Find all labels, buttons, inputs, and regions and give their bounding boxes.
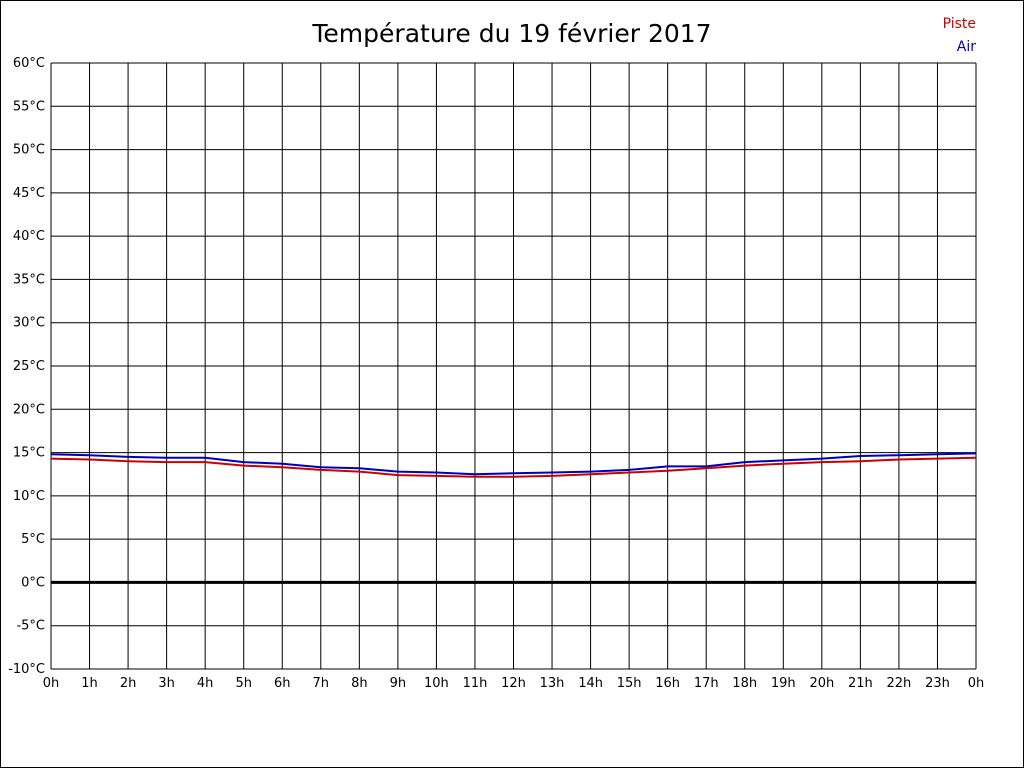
svg-text:17h: 17h (694, 676, 719, 691)
svg-text:20h: 20h (809, 676, 834, 691)
svg-text:19h: 19h (771, 676, 796, 691)
chart-legend: Piste Air (943, 13, 976, 59)
svg-text:6h: 6h (274, 676, 291, 691)
svg-text:8h: 8h (351, 676, 368, 691)
svg-text:5h: 5h (235, 676, 252, 691)
svg-text:0h: 0h (968, 676, 985, 691)
svg-text:50°C: 50°C (13, 143, 45, 158)
svg-text:-5°C: -5°C (16, 619, 45, 634)
svg-text:16h: 16h (655, 676, 680, 691)
svg-text:3h: 3h (158, 676, 175, 691)
svg-text:23h: 23h (925, 676, 950, 691)
svg-text:40°C: 40°C (13, 229, 45, 244)
svg-text:45°C: 45°C (13, 186, 45, 201)
svg-text:30°C: 30°C (13, 316, 45, 331)
svg-text:55°C: 55°C (13, 99, 45, 114)
legend-item-air: Air (956, 39, 976, 55)
svg-text:4h: 4h (197, 676, 214, 691)
chart-title: Température du 19 février 2017 (312, 19, 712, 48)
svg-text:21h: 21h (848, 676, 873, 691)
svg-text:12h: 12h (501, 676, 526, 691)
svg-text:60°C: 60°C (13, 56, 45, 71)
svg-text:1h: 1h (81, 676, 98, 691)
svg-text:2h: 2h (120, 676, 137, 691)
svg-text:14h: 14h (578, 676, 603, 691)
legend-item-piste: Piste (942, 16, 976, 32)
series-line-air (50, 452, 977, 476)
svg-text:18h: 18h (732, 676, 757, 691)
svg-text:25°C: 25°C (13, 359, 45, 374)
svg-text:15°C: 15°C (13, 446, 45, 461)
svg-text:22h: 22h (887, 676, 912, 691)
svg-text:5°C: 5°C (21, 532, 45, 547)
svg-text:10°C: 10°C (13, 489, 45, 504)
svg-text:9h: 9h (390, 676, 407, 691)
svg-text:0h: 0h (43, 676, 60, 691)
svg-text:7h: 7h (313, 676, 330, 691)
series-line-piste (50, 456, 977, 478)
svg-text:15h: 15h (617, 676, 642, 691)
svg-text:0°C: 0°C (21, 575, 45, 590)
svg-text:20°C: 20°C (13, 402, 45, 417)
svg-text:-10°C: -10°C (8, 662, 45, 677)
svg-text:10h: 10h (424, 676, 449, 691)
svg-text:11h: 11h (463, 676, 488, 691)
svg-text:35°C: 35°C (13, 272, 45, 287)
svg-text:13h: 13h (540, 676, 565, 691)
